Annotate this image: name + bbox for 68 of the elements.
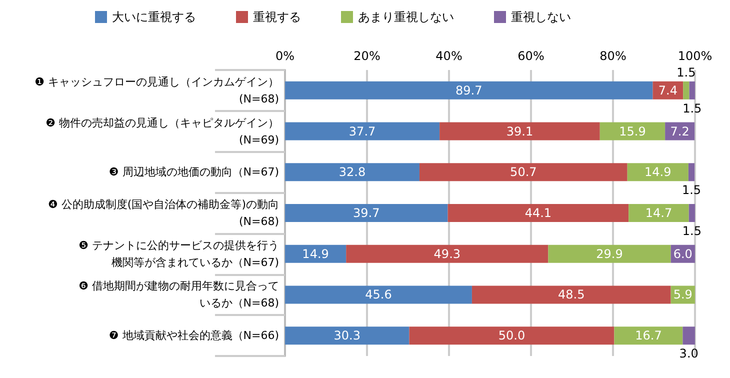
data-label: 30.3 bbox=[334, 328, 360, 343]
x-tick-label: 0% bbox=[275, 49, 295, 63]
data-label: 39.1 bbox=[506, 124, 534, 138]
data-label: 6.0 bbox=[673, 246, 692, 261]
data-label: 14.7 bbox=[645, 206, 672, 220]
bar bbox=[419, 163, 628, 182]
legend-label: 重視しない bbox=[511, 10, 571, 24]
bar bbox=[346, 244, 548, 263]
data-label: 7.2 bbox=[670, 124, 690, 138]
bar bbox=[448, 204, 629, 222]
x-tick-label: 60% bbox=[518, 49, 544, 63]
bar bbox=[627, 163, 688, 182]
bar bbox=[548, 244, 671, 263]
bar bbox=[285, 326, 410, 345]
y-tick-label: ❹ 公的助成制度(国や自治体の補助金等)の動向 (N=68) bbox=[48, 198, 279, 228]
data-label: 7.4 bbox=[658, 83, 678, 98]
bar bbox=[688, 204, 695, 222]
x-tick-label: 40% bbox=[436, 49, 462, 63]
bar bbox=[409, 326, 614, 345]
bar bbox=[472, 286, 671, 304]
data-label: 39.7 bbox=[353, 206, 380, 220]
data-label: 16.7 bbox=[635, 328, 662, 343]
bar bbox=[440, 122, 600, 140]
bar bbox=[682, 326, 695, 345]
bar bbox=[689, 81, 695, 100]
y-tick-label: ❻ 借地期間が建物の耐用年数に見合っているか（N=68) bbox=[78, 280, 279, 310]
bar bbox=[614, 326, 683, 345]
data-label: 32.8 bbox=[338, 165, 366, 180]
data-label: 5.9 bbox=[673, 288, 692, 302]
x-tick-label: 80% bbox=[600, 49, 626, 63]
bar bbox=[285, 163, 420, 182]
data-label: 44.1 bbox=[524, 206, 552, 220]
y-tick-label: ❼ 地域貢献や社会的意義（N=66) bbox=[108, 329, 279, 342]
data-label: 50.7 bbox=[510, 165, 537, 180]
data-label: 3.0 bbox=[679, 346, 698, 361]
data-label: 37.7 bbox=[348, 124, 376, 138]
y-tick-label: ❺ テナントに公的サービスの提供を行う機関等が含まれているか（N=67) bbox=[78, 238, 279, 269]
y-tick-label: ❸ 周辺地域の地価の動向（N=67) bbox=[108, 166, 279, 179]
data-label: 45.6 bbox=[365, 288, 392, 302]
legend-label: 重視する bbox=[253, 10, 301, 24]
legend-label: 大いに重視する bbox=[112, 10, 196, 24]
y-tick-label: ❷ 物件の売却益の見通し（キャピタルゲイン） (N=69) bbox=[46, 116, 279, 146]
legend-label: あまり重視しない bbox=[358, 10, 454, 24]
data-label: 14.9 bbox=[302, 246, 329, 261]
bar bbox=[683, 81, 690, 100]
data-label: 29.9 bbox=[596, 246, 623, 261]
data-label: 1.5 bbox=[676, 65, 696, 80]
data-label: 14.9 bbox=[644, 165, 672, 180]
bar bbox=[285, 81, 653, 100]
x-tick-label: 20% bbox=[354, 49, 380, 63]
data-label: 49.3 bbox=[434, 246, 461, 261]
data-label: 50.0 bbox=[498, 328, 526, 343]
data-label: 1.5 bbox=[682, 101, 702, 116]
data-label: 48.5 bbox=[558, 288, 585, 302]
bar bbox=[285, 286, 472, 304]
bar bbox=[285, 204, 448, 222]
bar bbox=[285, 122, 440, 140]
bar bbox=[628, 204, 689, 222]
bar bbox=[688, 163, 695, 182]
bar bbox=[600, 122, 666, 140]
data-label: 89.7 bbox=[456, 83, 482, 98]
data-label: 15.9 bbox=[619, 124, 646, 138]
x-tick-label: 100% bbox=[678, 49, 712, 63]
bar bbox=[665, 122, 695, 140]
y-tick-label: ❶ キャッシュフローの見通し（インカムゲイン） (N=68) bbox=[34, 75, 279, 106]
data-label: 1.5 bbox=[682, 183, 702, 198]
bar bbox=[285, 244, 346, 263]
data-label: 1.5 bbox=[682, 224, 702, 238]
